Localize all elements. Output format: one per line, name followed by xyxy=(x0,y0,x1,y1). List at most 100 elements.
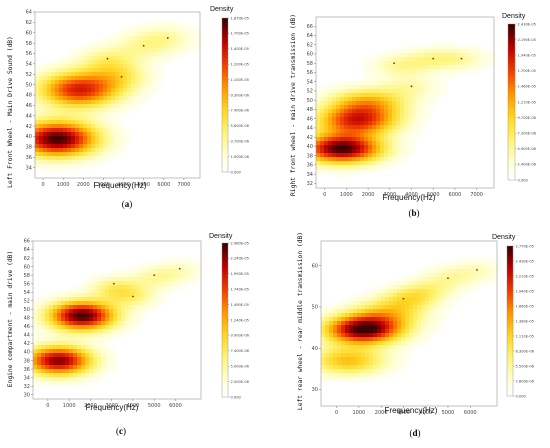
density-cell xyxy=(51,156,56,161)
density-cell xyxy=(449,285,454,290)
density-cell xyxy=(417,305,422,310)
density-cell xyxy=(151,40,156,45)
density-cell xyxy=(69,321,74,326)
density-cell xyxy=(83,52,88,57)
density-cell xyxy=(109,321,114,326)
density-cell xyxy=(99,96,104,101)
density-cell xyxy=(83,108,88,113)
density-cell xyxy=(400,149,405,154)
density-cell xyxy=(77,377,82,382)
density-cell xyxy=(189,277,194,282)
density-cell xyxy=(364,85,369,90)
density-cell xyxy=(389,313,394,318)
density-cell xyxy=(87,156,92,161)
density-cell xyxy=(388,145,393,150)
density-cell xyxy=(73,337,78,342)
density-cell xyxy=(189,257,194,262)
density-cell xyxy=(43,140,48,145)
y-tick-label: 40 xyxy=(24,350,30,356)
density-cell xyxy=(453,301,458,306)
density-cell xyxy=(340,81,345,86)
colorbar-segment xyxy=(508,156,515,160)
density-cell xyxy=(91,100,96,105)
density-cell xyxy=(85,337,90,342)
density-cell xyxy=(361,357,366,362)
density-cell xyxy=(141,297,146,302)
density-cell xyxy=(393,301,398,306)
density-cell xyxy=(121,293,126,298)
density-cell xyxy=(51,136,56,141)
density-cell xyxy=(405,341,410,346)
density-cell xyxy=(376,73,381,78)
density-cell xyxy=(47,92,52,97)
density-cell xyxy=(79,128,84,133)
density-cell xyxy=(75,164,80,169)
density-cell xyxy=(93,317,98,322)
density-cell xyxy=(405,277,410,282)
density-cell xyxy=(133,325,138,330)
colorbar-segment xyxy=(507,306,513,309)
density-cell xyxy=(61,373,66,378)
density-cell xyxy=(99,52,104,57)
density-cell xyxy=(420,93,425,98)
density-cell xyxy=(364,105,369,110)
density-cell xyxy=(109,301,114,306)
colorbar-segment xyxy=(222,281,228,285)
density-cell xyxy=(61,357,66,362)
density-cell xyxy=(432,57,437,62)
density-cell xyxy=(361,297,366,302)
density-cell xyxy=(377,353,382,358)
density-cell xyxy=(73,357,78,362)
x-tick-label: 1000 xyxy=(57,182,70,188)
density-cell xyxy=(360,113,365,118)
density-cell xyxy=(377,361,382,366)
density-cell xyxy=(369,341,374,346)
density-cell xyxy=(404,105,409,110)
density-cell xyxy=(376,101,381,106)
density-cell xyxy=(400,109,405,114)
density-cell xyxy=(341,313,346,318)
density-cell xyxy=(324,121,329,126)
y-tick-label: 62 xyxy=(26,20,32,26)
density-cell xyxy=(35,128,40,133)
density-cell xyxy=(77,341,82,346)
density-cell xyxy=(97,313,102,318)
y-axis-label: Right front wheel - main drive transmiss… xyxy=(290,14,297,196)
density-cell xyxy=(397,277,402,282)
density-cell xyxy=(123,108,128,113)
density-cell xyxy=(349,377,354,382)
density-cell xyxy=(452,41,457,46)
density-cell xyxy=(57,305,62,310)
density-cell xyxy=(67,84,72,89)
density-cell xyxy=(353,333,358,338)
density-cell xyxy=(421,293,426,298)
density-cell xyxy=(360,169,365,174)
density-cell xyxy=(461,261,466,266)
density-cell xyxy=(111,96,116,101)
density-cell xyxy=(39,76,44,81)
density-cell xyxy=(401,349,406,354)
density-cell xyxy=(155,60,160,65)
density-cell xyxy=(392,53,397,58)
density-cell xyxy=(397,341,402,346)
density-cell xyxy=(99,80,104,85)
density-cell xyxy=(348,85,353,90)
density-cell xyxy=(333,369,338,374)
colorbar-tick-label: 1.700E-05 xyxy=(518,69,536,73)
density-cell xyxy=(35,76,40,81)
density-cell xyxy=(349,341,354,346)
density-cell xyxy=(167,32,172,37)
density-cell xyxy=(361,317,366,322)
density-cell xyxy=(400,157,405,162)
density-cell xyxy=(101,289,106,294)
density-cell xyxy=(33,377,38,382)
density-cell xyxy=(59,128,64,133)
density-cell xyxy=(119,116,124,121)
density-cell xyxy=(73,353,78,358)
density-cell xyxy=(445,305,450,310)
density-cell xyxy=(340,173,345,178)
density-cell xyxy=(460,57,465,62)
density-cell xyxy=(465,277,470,282)
density-cell xyxy=(35,136,40,141)
density-cell xyxy=(473,269,478,274)
